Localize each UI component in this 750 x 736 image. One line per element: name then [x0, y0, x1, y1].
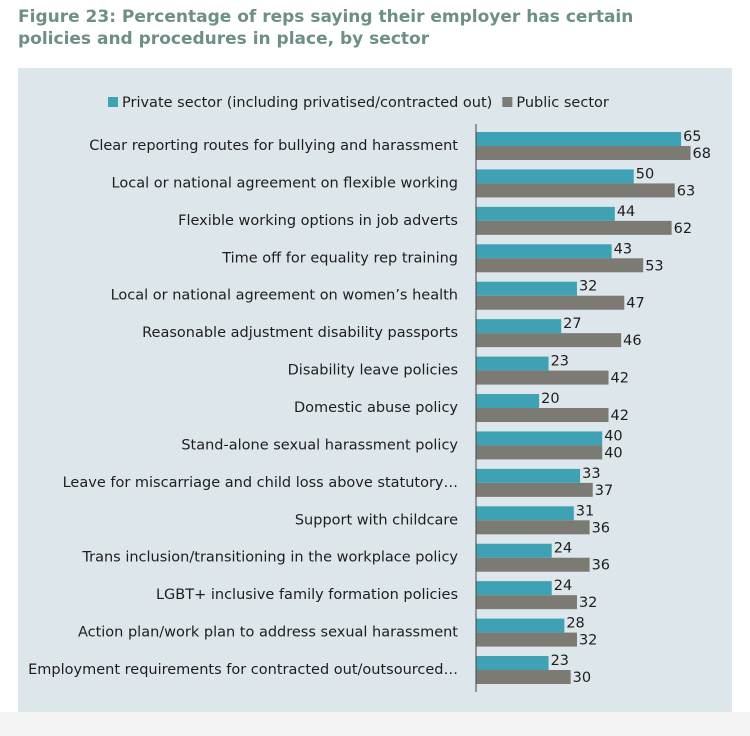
- bar: [476, 206, 615, 221]
- bar: [476, 557, 590, 572]
- bar: [476, 632, 577, 647]
- category-label: Flexible working options in job adverts: [178, 213, 458, 229]
- bar: [476, 670, 571, 685]
- value-label: 24: [554, 541, 572, 557]
- bar: [476, 356, 549, 371]
- bar: [476, 183, 675, 198]
- bar: [476, 520, 590, 535]
- bar: [476, 445, 603, 460]
- value-label: 62: [674, 221, 692, 237]
- bar: [476, 258, 644, 273]
- value-label: 27: [563, 316, 581, 332]
- legend-swatch: [502, 97, 513, 107]
- bar: [476, 244, 612, 259]
- value-label: 20: [541, 391, 559, 407]
- category-label: Local or national agreement on women’s h…: [111, 288, 458, 304]
- value-label: 23: [551, 653, 569, 669]
- value-label: 50: [636, 166, 654, 182]
- value-label: 32: [579, 279, 597, 295]
- value-label: 47: [626, 296, 644, 312]
- value-label: 63: [677, 183, 695, 199]
- legend-label: Private sector (including privatised/con…: [122, 95, 492, 111]
- category-label: LGBT+ inclusive family formation policie…: [156, 587, 458, 603]
- bar: [476, 468, 581, 483]
- bar: [476, 281, 577, 296]
- category-label: Trans inclusion/transitioning in the wor…: [81, 550, 458, 566]
- legend-swatch: [108, 97, 118, 107]
- bar: [476, 595, 577, 610]
- category-label: Employment requirements for contracted o…: [28, 662, 458, 678]
- bar: [476, 482, 593, 497]
- value-label: 36: [592, 558, 610, 574]
- bar: [476, 132, 682, 146]
- bar: [476, 656, 549, 671]
- value-label: 43: [614, 241, 632, 257]
- bar: [476, 618, 565, 633]
- value-label: 32: [579, 633, 597, 649]
- value-label: 23: [551, 354, 569, 370]
- chart-title: Figure 23: Percentage of reps saying the…: [18, 7, 634, 49]
- bar: [476, 169, 634, 184]
- value-label: 44: [617, 204, 635, 220]
- bar: [476, 543, 552, 558]
- category-label: Stand-alone sexual harassment policy: [181, 437, 458, 453]
- bar: [476, 146, 691, 160]
- value-label: 31: [576, 503, 594, 519]
- category-label: Action plan/work plan to address sexual …: [78, 625, 458, 641]
- category-label: Local or national agreement on flexible …: [112, 175, 458, 191]
- bar: [476, 295, 625, 310]
- category-label: Time off for equality rep training: [221, 250, 458, 266]
- value-label: 46: [623, 333, 641, 349]
- value-label: 32: [579, 595, 597, 611]
- value-label: 42: [611, 371, 629, 387]
- value-label: 36: [592, 520, 610, 536]
- value-label: 28: [566, 616, 584, 632]
- bar: [476, 220, 672, 235]
- page-footer: [0, 712, 750, 736]
- value-label: 33: [582, 466, 600, 482]
- value-label: 53: [645, 258, 663, 274]
- bar: [476, 408, 609, 423]
- category-label: Reasonable adjustment disability passpor…: [142, 325, 458, 341]
- value-label: 24: [554, 578, 572, 594]
- category-label: Support with childcare: [295, 512, 458, 528]
- value-label: 65: [683, 129, 701, 145]
- value-label: 30: [573, 670, 591, 686]
- category-label: Disability leave policies: [288, 363, 458, 379]
- bar: [476, 431, 603, 446]
- bar: [476, 319, 562, 334]
- bar: [476, 506, 574, 521]
- legend-label: Public sector: [516, 95, 609, 111]
- category-label: Domestic abuse policy: [294, 400, 458, 416]
- bar: [476, 581, 552, 596]
- category-label: Leave for miscarriage and child loss abo…: [63, 475, 458, 491]
- value-label: 68: [693, 146, 711, 162]
- bar: [476, 333, 622, 348]
- bar: [476, 394, 540, 409]
- value-label: 42: [611, 408, 629, 424]
- value-label: 40: [604, 428, 622, 444]
- bar: [476, 370, 609, 385]
- value-label: 40: [604, 445, 622, 461]
- value-label: 37: [595, 483, 613, 499]
- category-label: Clear reporting routes for bullying and …: [89, 138, 458, 154]
